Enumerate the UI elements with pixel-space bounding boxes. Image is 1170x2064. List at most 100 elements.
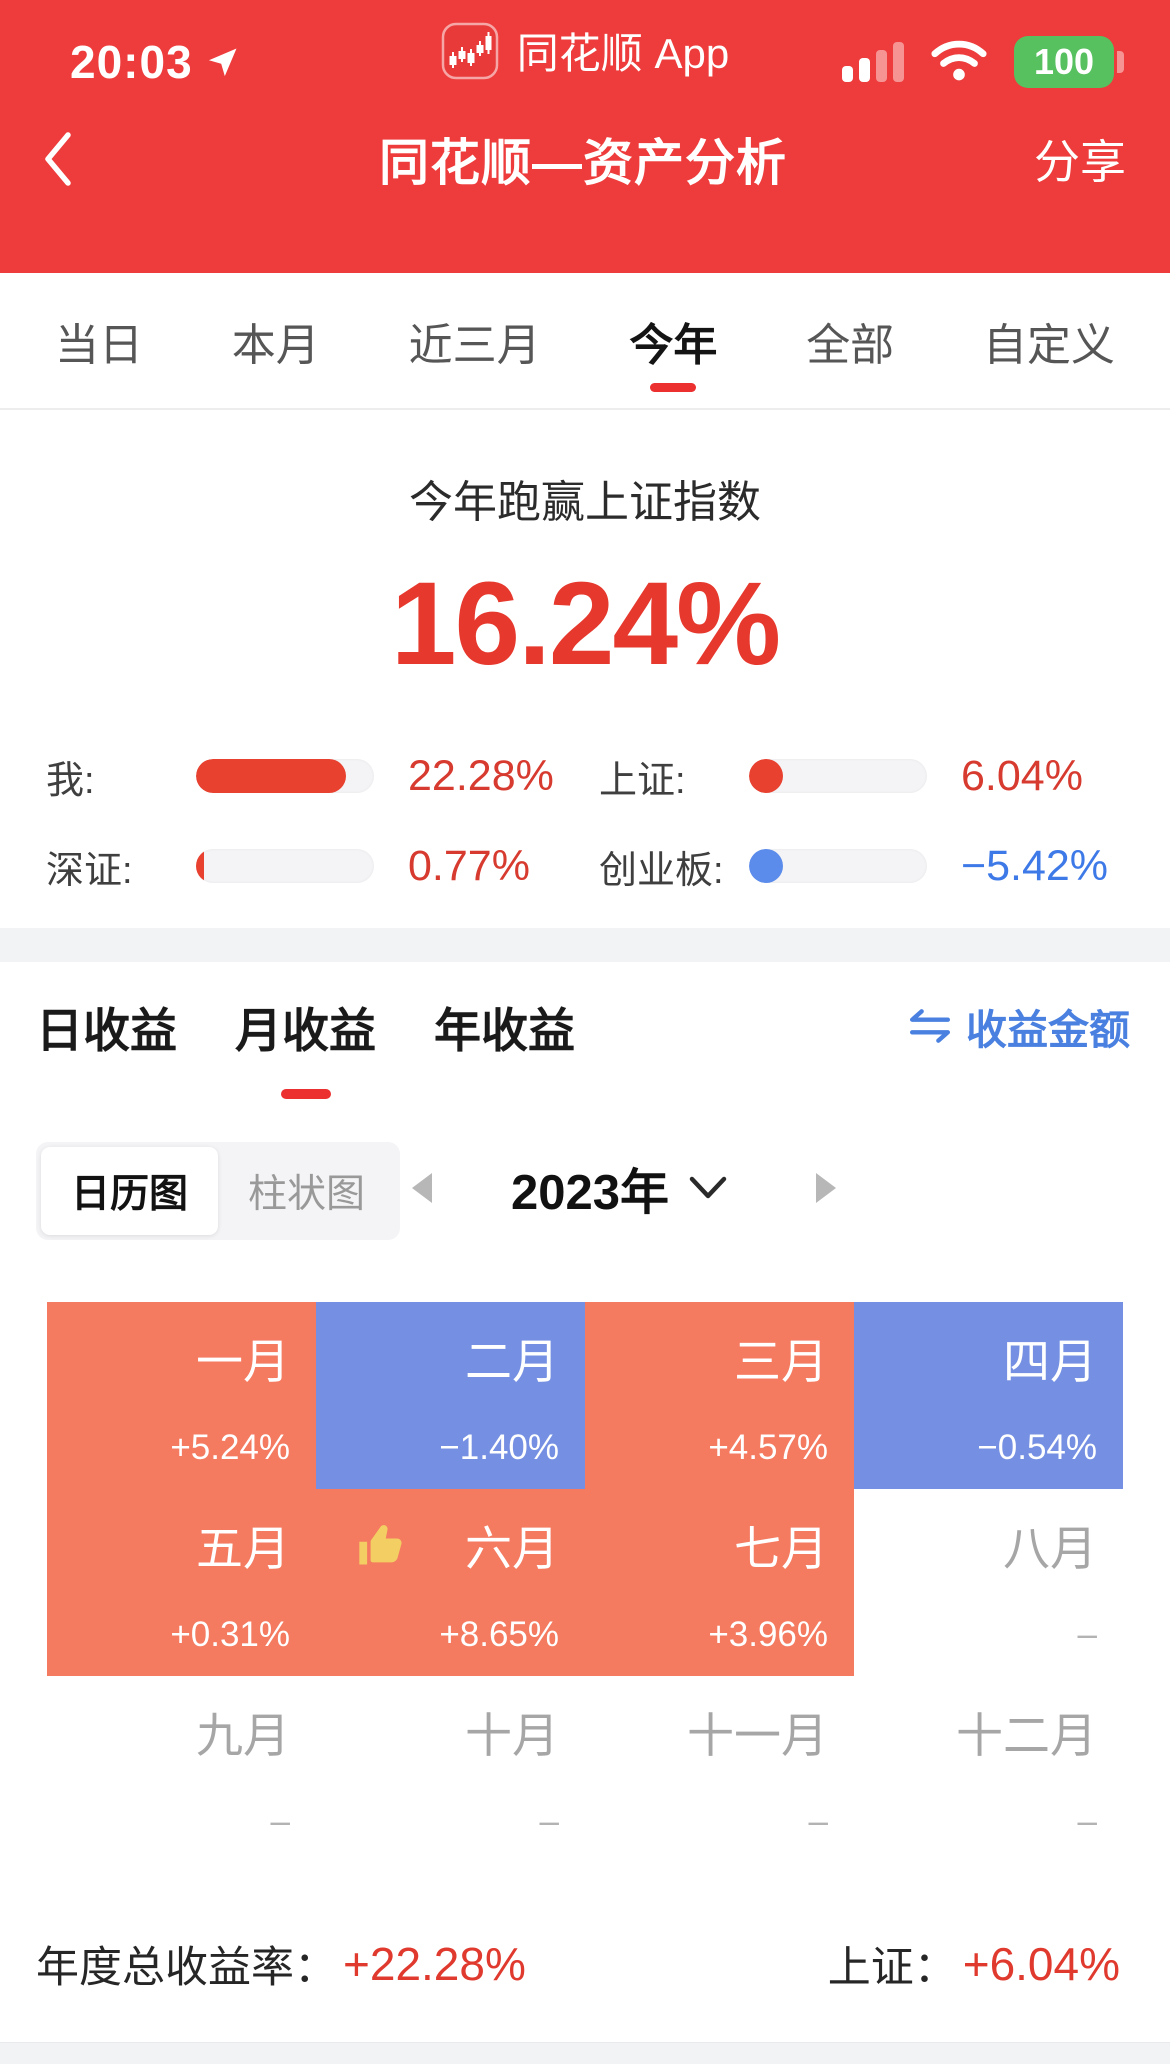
row-label: 深证: [46,849,133,892]
back-button[interactable] [40,129,74,189]
progress-track [749,849,927,883]
battery-indicator: 100 [1014,35,1124,88]
location-arrow-icon [205,44,241,80]
progress-track [749,759,927,793]
month-cell-nov[interactable]: 十一月 – [585,1676,854,1863]
wifi-icon [930,40,988,84]
clock: 20:03 [70,35,193,88]
tab-all[interactable]: 全部 [806,320,895,370]
month-cell-mar[interactable]: 三月 +4.57% [585,1302,854,1489]
month-return: +8.65% [439,1615,559,1654]
month-name: 十二月 [956,1709,1097,1762]
page-title: 同花顺—资产分析 [379,135,787,191]
month-cell-jul[interactable]: 七月 +3.96% [585,1489,854,1676]
status-right: 100 [842,35,1124,88]
month-name: 十一月 [687,1709,828,1762]
active-tab-indicator [650,383,697,392]
monthly-return-calendar: 一月 +5.24% 二月 −1.40% 三月 +4.57% 四月 −0.54% … [47,1302,1123,1863]
year-label: 2023年 [510,1165,669,1220]
income-section-header: 日收益 月收益 年收益 收益金额 [36,978,1130,1099]
income-amount-label: 收益金额 [966,1007,1130,1053]
month-return: +4.57% [708,1428,828,1467]
tab-daily-income[interactable]: 日收益 [36,1003,177,1057]
tab-monthly-income[interactable]: 月收益 [235,992,376,1099]
year-selector[interactable]: 2023年 [440,1142,800,1234]
month-name: 九月 [196,1709,290,1762]
row-value: 6.04% [961,751,1083,800]
view-toggle: 日历图 柱状图 [36,1142,401,1240]
total-return-group: 年度总收益率： +22.28% [36,1933,526,1995]
cellular-signal-icon [842,41,904,82]
row-label: 我: [46,759,95,802]
month-name: 一月 [196,1335,290,1388]
battery-percent: 100 [1014,35,1114,88]
app-icon [441,22,499,80]
status-bar: 20:03 同花顺 App [0,0,1170,105]
month-name: 五月 [196,1522,290,1575]
tab-this-year[interactable]: 今年 [629,273,717,408]
month-return: – [270,1802,290,1841]
tab-yearly-income[interactable]: 年收益 [434,1003,575,1057]
month-cell-oct[interactable]: 十月 – [316,1676,585,1863]
prev-year-button[interactable] [412,1173,432,1203]
month-name: 十月 [465,1709,559,1762]
tab-today[interactable]: 当日 [55,320,143,370]
outperform-headline: 今年跑赢上证指数 [409,478,761,527]
month-cell-dec[interactable]: 十二月 – [854,1676,1123,1863]
month-name: 二月 [465,1335,559,1388]
comparison-row-shenzhen: 深证: 0.77% [0,838,585,894]
tab-custom[interactable]: 自定义 [982,320,1115,370]
month-cell-jan[interactable]: 一月 +5.24% [47,1302,316,1489]
benchmark-value: +6.04% [962,1938,1120,1990]
progress-fill [196,849,204,883]
month-cell-aug[interactable]: 八月 – [854,1489,1123,1676]
month-name: 八月 [1003,1522,1097,1575]
month-return: +3.96% [708,1615,828,1654]
thumbs-up-icon [355,1519,407,1571]
battery-nub [1117,50,1124,73]
outperform-value: 16.24% [390,558,781,690]
benchmark-group: 上证： +6.04% [828,1933,1120,1995]
progress-track [196,849,374,883]
month-name: 四月 [1003,1335,1097,1388]
month-cell-feb[interactable]: 二月 −1.40% [316,1302,585,1489]
app-name-label: 同花顺 App [516,30,730,77]
share-button[interactable]: 分享 [1034,136,1126,188]
next-year-button[interactable] [816,1173,836,1203]
view-option-bar-chart[interactable]: 柱状图 [248,1173,366,1216]
tab-last-3-months[interactable]: 近三月 [408,320,541,370]
view-option-calendar[interactable]: 日历图 [41,1147,219,1235]
month-name: 六月 [465,1522,559,1575]
total-return-value: +22.28% [343,1938,526,1990]
comparison-row-me: 我: 22.28% [0,748,585,804]
chevron-down-icon [687,1174,729,1202]
active-income-tab-indicator [280,1088,331,1099]
month-return: – [539,1802,559,1841]
period-tabbar: 当日 本月 近三月 今年 全部 自定义 [0,273,1170,410]
month-cell-jun[interactable]: 六月 +8.65% [316,1489,585,1676]
month-return: – [1077,1615,1097,1654]
month-cell-may[interactable]: 五月 +0.31% [47,1489,316,1676]
month-name: 七月 [734,1522,828,1575]
index-comparison: 我: 22.28% 上证: 6.04% 深证: 0.77% 创业板: −5.42… [0,748,1170,894]
comparison-row-chinext: 创业板: −5.42% [585,838,1170,894]
status-left: 20:03 [70,35,241,89]
month-return: +5.24% [170,1428,290,1467]
progress-track [196,759,374,793]
progress-fill [196,759,346,793]
month-return: −1.40% [439,1428,559,1467]
tab-this-month[interactable]: 本月 [231,320,320,370]
comparison-row-shanghai: 上证: 6.04% [585,748,1170,804]
row-label: 创业板: [599,849,724,892]
total-return-label: 年度总收益率： [36,1944,337,1992]
tab-monthly-income-label: 月收益 [235,1003,376,1057]
row-value: 0.77% [408,841,530,890]
month-cell-sep[interactable]: 九月 – [47,1676,316,1863]
month-name: 三月 [734,1335,828,1388]
tab-this-year-label: 今年 [629,320,718,370]
month-return: – [1077,1802,1097,1841]
income-amount-toggle[interactable]: 收益金额 [908,996,1130,1056]
annual-summary: 年度总收益率： +22.28% 上证： +6.04% [0,1928,1170,2000]
row-value: −5.42% [961,841,1109,890]
month-cell-apr[interactable]: 四月 −0.54% [854,1302,1123,1489]
